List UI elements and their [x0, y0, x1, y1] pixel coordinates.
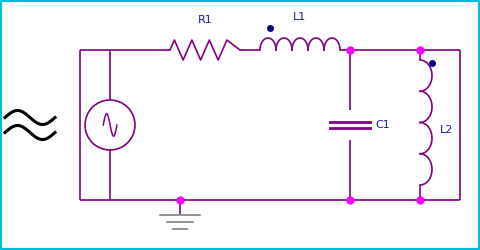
Text: R1: R1	[198, 15, 212, 25]
Text: L1: L1	[293, 12, 307, 22]
Text: C1: C1	[375, 120, 390, 130]
Text: L2: L2	[440, 125, 454, 135]
